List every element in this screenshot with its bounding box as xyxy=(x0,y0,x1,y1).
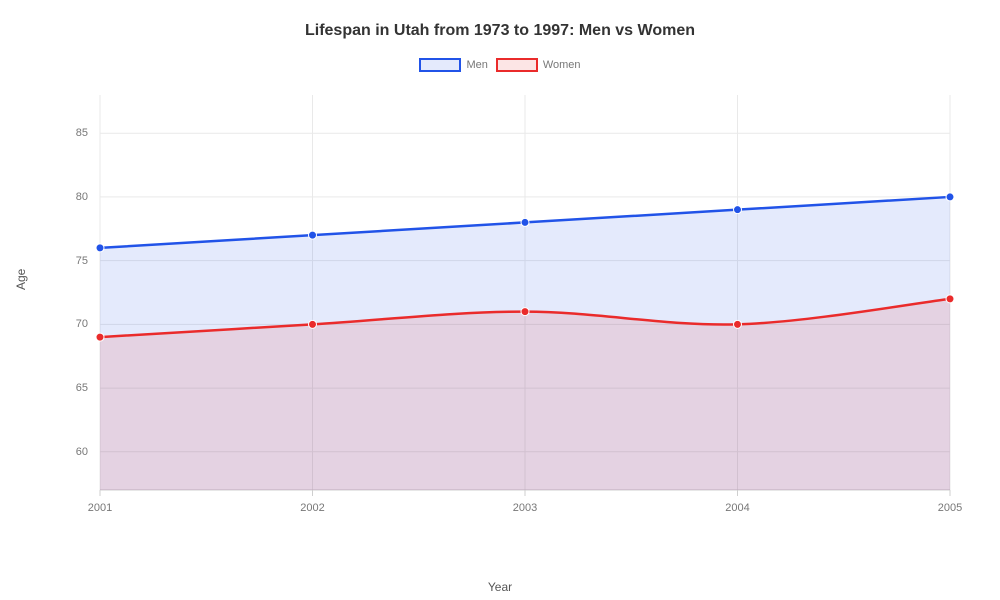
x-tick-label: 2001 xyxy=(88,502,112,514)
y-tick-label: 65 xyxy=(48,382,88,394)
y-tick-label: 85 xyxy=(48,127,88,139)
y-tick-label: 70 xyxy=(48,318,88,330)
x-tick-label: 2004 xyxy=(725,502,749,514)
chart-plot xyxy=(0,0,1000,560)
x-tick-label: 2005 xyxy=(938,502,962,514)
x-axis-title: Year xyxy=(0,580,1000,594)
y-tick-label: 80 xyxy=(48,191,88,203)
y-tick-label: 60 xyxy=(48,446,88,458)
y-tick-label: 75 xyxy=(48,255,88,267)
x-tick-label: 2002 xyxy=(300,502,324,514)
x-tick-label: 2003 xyxy=(513,502,537,514)
